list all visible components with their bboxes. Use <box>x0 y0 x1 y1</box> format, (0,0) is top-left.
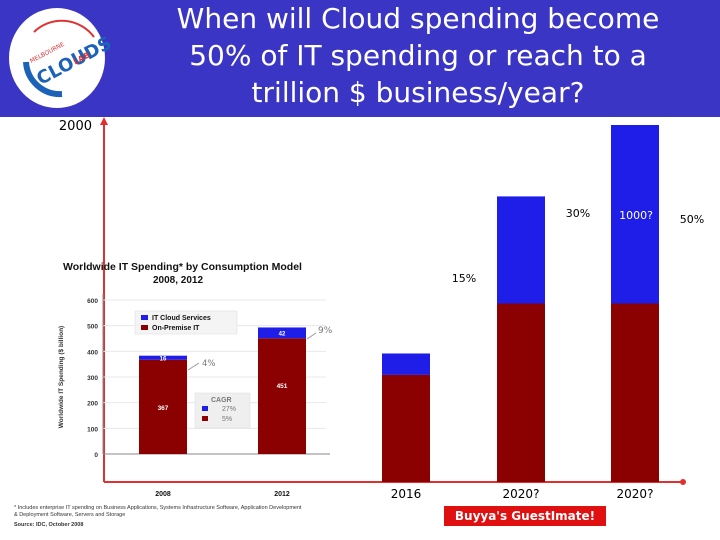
inset-legend-box <box>134 310 238 335</box>
inset-cloud-value-label: 42 <box>279 331 286 337</box>
inset-x-tick-label: 2012 <box>274 491 290 498</box>
main-share-annotation: 30% <box>566 207 590 220</box>
main-y-axis-arrow <box>100 117 108 125</box>
title-line-1: When will Cloud spending become <box>176 2 660 35</box>
inset-cagr-cloud: 27% <box>222 406 236 413</box>
inset-onpremise-value-label: 367 <box>158 405 169 412</box>
main-x-tick-label: 2020? <box>617 487 654 501</box>
slide-title: When will Cloud spending become 50% of I… <box>118 0 718 111</box>
inset-y-axis-label: Worldwide IT Spending ($ billion) <box>58 326 65 428</box>
inset-cloud-value-label: 16 <box>160 356 167 362</box>
main-x-tick-label: 2020? <box>503 487 540 501</box>
footnote-line-2: & Deployment Software, Servers and Stora… <box>14 512 126 518</box>
inset-bar-cloud <box>258 327 306 339</box>
title-line-3: trillion $ business/year? <box>251 76 585 109</box>
inset-annotation-pointer <box>187 362 200 371</box>
inset-legend-swatch-cloud <box>141 315 148 320</box>
inset-cagr-swatch-onpremise <box>202 416 208 421</box>
inset-subtitle: 2008, 2012 <box>153 275 203 286</box>
main-bar-lower <box>611 303 659 482</box>
guesstimate-badge: Buyya's GuestImate! <box>444 506 606 526</box>
inset-y-tick-label: 400 <box>87 349 98 356</box>
main-x-tick-label: 2016 <box>391 487 422 501</box>
inset-cagr-title: CAGR <box>211 397 232 404</box>
main-bar-value-label: 600? <box>508 181 535 194</box>
inset-legend-label-onpremise: On-Premise IT <box>152 325 200 332</box>
inset-bar-onpremise <box>258 338 306 454</box>
inset-y-tick-label: 200 <box>87 401 98 408</box>
inset-cagr-swatch-cloud <box>202 406 208 411</box>
inset-y-tick-label: 500 <box>87 324 98 331</box>
source-note: Source: IDC, October 2008 <box>14 522 84 528</box>
inset-title: Worldwide IT Spending* by Consumption Mo… <box>63 261 302 273</box>
inset-y-tick-label: 600 <box>87 298 98 305</box>
footnote-line-1: * Includes enterprise IT spending on Bus… <box>14 505 302 511</box>
inset-y-tick-label: 300 <box>87 375 98 382</box>
inset-legend-label-cloud: IT Cloud Services <box>152 315 211 322</box>
inset-annotation: 9% <box>318 326 333 336</box>
main-bar-upper <box>611 125 659 304</box>
inset-x-tick-label: 2008 <box>155 491 171 498</box>
inset-y-tick-label: 0 <box>94 452 98 459</box>
title-line-2: 50% of IT spending or reach to a <box>189 39 647 72</box>
inset-annotation: 4% <box>202 359 216 369</box>
main-x-axis-end <box>680 479 686 485</box>
main-bar-lower <box>497 303 545 482</box>
inset-annotation-pointer <box>306 332 317 340</box>
main-bar-value-label: 120? <box>393 262 420 275</box>
inset-y-tick-label: 100 <box>87 426 98 433</box>
main-y-tick-label: 2000 <box>59 119 92 134</box>
main-bar-value-label: 1000? <box>619 209 653 222</box>
inset-cagr-onpremise: 5% <box>222 416 232 423</box>
clouds-lab-logo: CLOUDS LAB MELBOURNE <box>9 8 110 108</box>
inset-bar-cloud <box>139 355 187 360</box>
header-band: CLOUDS LAB MELBOURNE When will Cloud spe… <box>0 0 720 117</box>
inset-legend-swatch-onpremise <box>141 325 148 330</box>
main-bar-upper <box>497 196 545 304</box>
main-bar-upper <box>382 353 430 375</box>
main-bar-lower <box>382 374 430 482</box>
inset-bar-onpremise <box>139 359 187 454</box>
inset-onpremise-value-label: 451 <box>277 383 288 390</box>
main-share-annotation: 50% <box>680 213 704 226</box>
main-share-annotation: 15% <box>452 272 476 285</box>
